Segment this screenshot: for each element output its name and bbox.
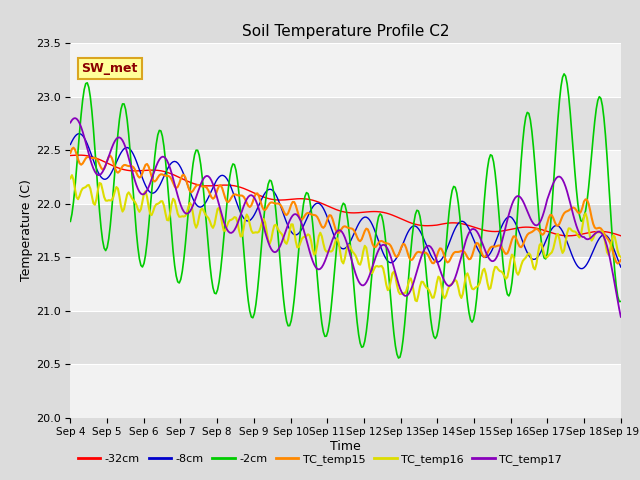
- Bar: [70, 43, 621, 96]
- Legend: -32cm, -8cm, -2cm, TC_temp15, TC_temp16, TC_temp17: -32cm, -8cm, -2cm, TC_temp15, TC_temp16,…: [74, 450, 566, 469]
- Bar: [70, 204, 621, 257]
- Bar: [70, 311, 621, 364]
- Title: Soil Temperature Profile C2: Soil Temperature Profile C2: [242, 24, 449, 39]
- Bar: [70, 150, 621, 204]
- X-axis label: Time: Time: [330, 440, 361, 453]
- Y-axis label: Temperature (C): Temperature (C): [20, 180, 33, 281]
- Bar: [70, 257, 621, 311]
- Bar: [70, 96, 621, 150]
- Text: SW_met: SW_met: [81, 62, 138, 75]
- Bar: [70, 364, 621, 418]
